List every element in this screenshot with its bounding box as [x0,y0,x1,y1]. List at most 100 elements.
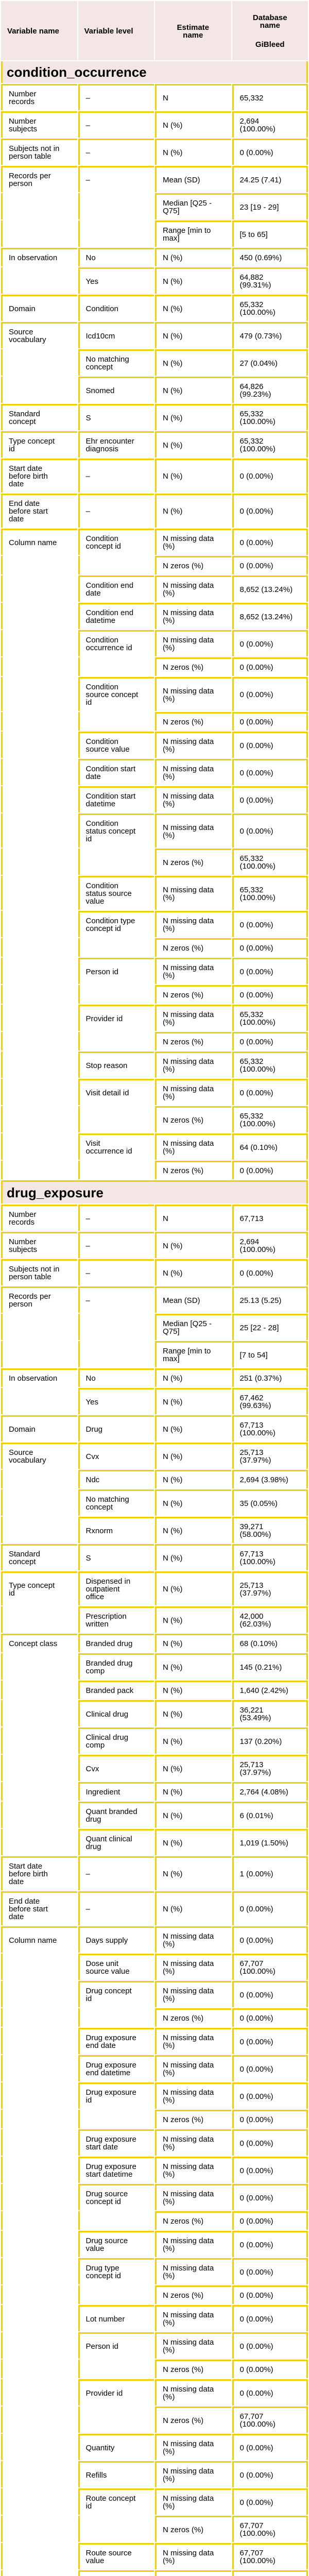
cell-value: 0 (0.00%) [232,2231,308,2257]
table-row: N zeros (%) 0 (0.00%) [1,2285,308,2304]
cell-estimate-name: N missing data (%) [155,814,231,848]
cell-variable-name [1,1133,77,1160]
cell-value: 36,221 (53.49%) [232,1700,308,1726]
table-row: Ndc N (%) 2,694 (3.98%) [1,1470,308,1488]
cell-value: 65,332 (100.00%) [232,1005,308,1031]
cell-variable-name [1,2406,77,2433]
cell-variable-level: Condition status source value [78,876,154,910]
cell-estimate-name: N zeros (%) [155,2360,231,2378]
cell-estimate-name: N missing data (%) [155,911,231,937]
cell-variable-level: Provider id [78,2379,154,2405]
cell-variable-level: Cvx [78,1755,154,1781]
cell-estimate-name: N missing data (%) [155,2379,231,2405]
cell-variable-level: – [78,139,154,165]
cell-variable-level: Drug exposure end date [78,2028,154,2054]
table-row: Visit detail id N missing data (%) 0 (0.00… [1,1079,308,1105]
cell-estimate-name: N missing data (%) [155,1052,231,1078]
table-row: Yes N (%) 67,462 (99.63%) [1,1388,308,1414]
cell-estimate-name: N missing data (%) [155,2305,231,2331]
cell-variable-level: Quant clinical drug [78,1829,154,1855]
cell-variable-level: Days supply [78,1926,154,1953]
cell-variable-level: Condition end datetime [78,603,154,629]
cell-estimate-name: N missing data (%) [155,2028,231,2054]
cell-estimate-name: N zeros (%) [155,985,231,1004]
cell-estimate-name: N (%) [155,1232,231,1258]
table-row: Branded drug comp N (%) 145 (0.21%) [1,1653,308,1680]
table-row: In observation No N (%) 450 (0.69%) [1,248,308,266]
cell-estimate-name: N (%) [155,1829,231,1855]
cell-estimate-name: N zeros (%) [155,1161,231,1179]
table-row: Subjects not in person table – N (%) 0 (0.0… [1,1259,308,1285]
cell-estimate-name: Mean (SD) [155,1286,231,1313]
cell-value: 67,707 (100.00%) [232,1954,308,1980]
cell-estimate-name: Range [min to max] [155,1341,231,1367]
cell-value: 0 (0.00%) [232,1891,308,1925]
cell-estimate-name: N missing data (%) [155,2129,231,2156]
cell-variable-name: Number subjects [1,1232,77,1258]
table-row: Condition start date N missing data (%) 0 … [1,759,308,785]
cell-estimate-name: N (%) [155,1489,231,1516]
cell-variable-level [78,2516,154,2542]
cell-estimate-name: N [155,1205,231,1231]
table-row: Number records – N 65,332 [1,84,308,110]
cell-variable-name [1,1727,77,1754]
cell-variable-level: Visit occurrence id [78,1133,154,1160]
cell-value: 0 (0.00%) [232,2258,308,2284]
table-row: Rxnorm N (%) 39,271 (58.00%) [1,1517,308,1543]
cell-variable-level: Dispensed in outpatient office [78,1571,154,1605]
cell-variable-name: Subjects not in person table [1,1259,77,1285]
cell-value: 64 (0.10%) [232,1133,308,1160]
cell-value: 1,019 (1.50%) [232,1829,308,1855]
cell-variable-name [1,1005,77,1031]
cell-value: 68 (0.10%) [232,1634,308,1652]
table-row: Condition end datetime N missing data (%)… [1,603,308,629]
cell-value: 0 (0.00%) [232,1079,308,1105]
table-row: N zeros (%) 0 (0.00%) [1,938,308,957]
table-row: Condition source concept id N missing dat… [1,677,308,711]
cell-variable-name: Start date before birth date [1,459,77,493]
cell-estimate-name: N missing data (%) [155,2434,231,2460]
table-row: N zeros (%) 0 (0.00%) [1,2110,308,2128]
table-row: N zeros (%) 67,707 (100.00%) [1,2516,308,2542]
table-row: Domain Condition N (%) 65,332 (100.00%) [1,295,308,321]
cell-value: 0 (0.00%) [232,2110,308,2128]
cell-variable-level: Condition start date [78,759,154,785]
cell-value: 67,707 (100.00%) [232,2543,308,2569]
cell-value: 25.13 (5.25) [232,1286,308,1313]
cell-estimate-name: N (%) [155,431,231,457]
cell-estimate-name: N [155,84,231,110]
cell-value: 0 (0.00%) [232,786,308,812]
cell-estimate-name: N zeros (%) [155,2211,231,2230]
cell-variable-name [1,2285,77,2304]
cell-estimate-name: N (%) [155,1653,231,1680]
database-name-label: Database name [252,13,287,30]
cell-estimate-name: N zeros (%) [155,2110,231,2128]
table-row: Standard concept S N (%) 65,332 (100.00%) [1,404,308,430]
cell-variable-name [1,814,77,848]
cell-variable-name [1,1106,77,1132]
cell-variable-level: Sig [78,2570,154,2576]
cell-estimate-name: Range [min to max] [155,221,231,247]
table-row: Records per person – Mean (SD) 25.13 (5.25) [1,1286,308,1313]
cell-variable-level [78,1314,154,1340]
cell-variable-level [78,2406,154,2433]
cell-variable-name: Domain [1,1415,77,1442]
cell-variable-level [78,1032,154,1050]
cell-variable-level: Condition type concept id [78,911,154,937]
table-row: Clinical drug comp N (%) 137 (0.20%) [1,1727,308,1754]
table-row: Condition status concept id N missing dat… [1,814,308,848]
cell-estimate-name: N (%) [155,1388,231,1414]
cell-variable-level [78,2360,154,2378]
cell-value: 0 (0.00%) [232,732,308,758]
cell-variable-level [78,712,154,731]
table-row: Column name Condition concept id N missing… [1,529,308,555]
cell-variable-name [1,1388,77,1414]
table-row: Concept class Branded drug N (%) 68 (0.10%) [1,1634,308,1652]
table-row: Condition type concept id N missing data … [1,911,308,937]
cell-value: 0 (0.00%) [232,2055,308,2081]
cell-variable-name [1,1954,77,1980]
cell-variable-level: Drug exposure id [78,2082,154,2109]
database-name-value: GiBleed [255,40,285,49]
cell-estimate-name: N (%) [155,1544,231,1570]
cell-estimate-name: N missing data (%) [155,732,231,758]
